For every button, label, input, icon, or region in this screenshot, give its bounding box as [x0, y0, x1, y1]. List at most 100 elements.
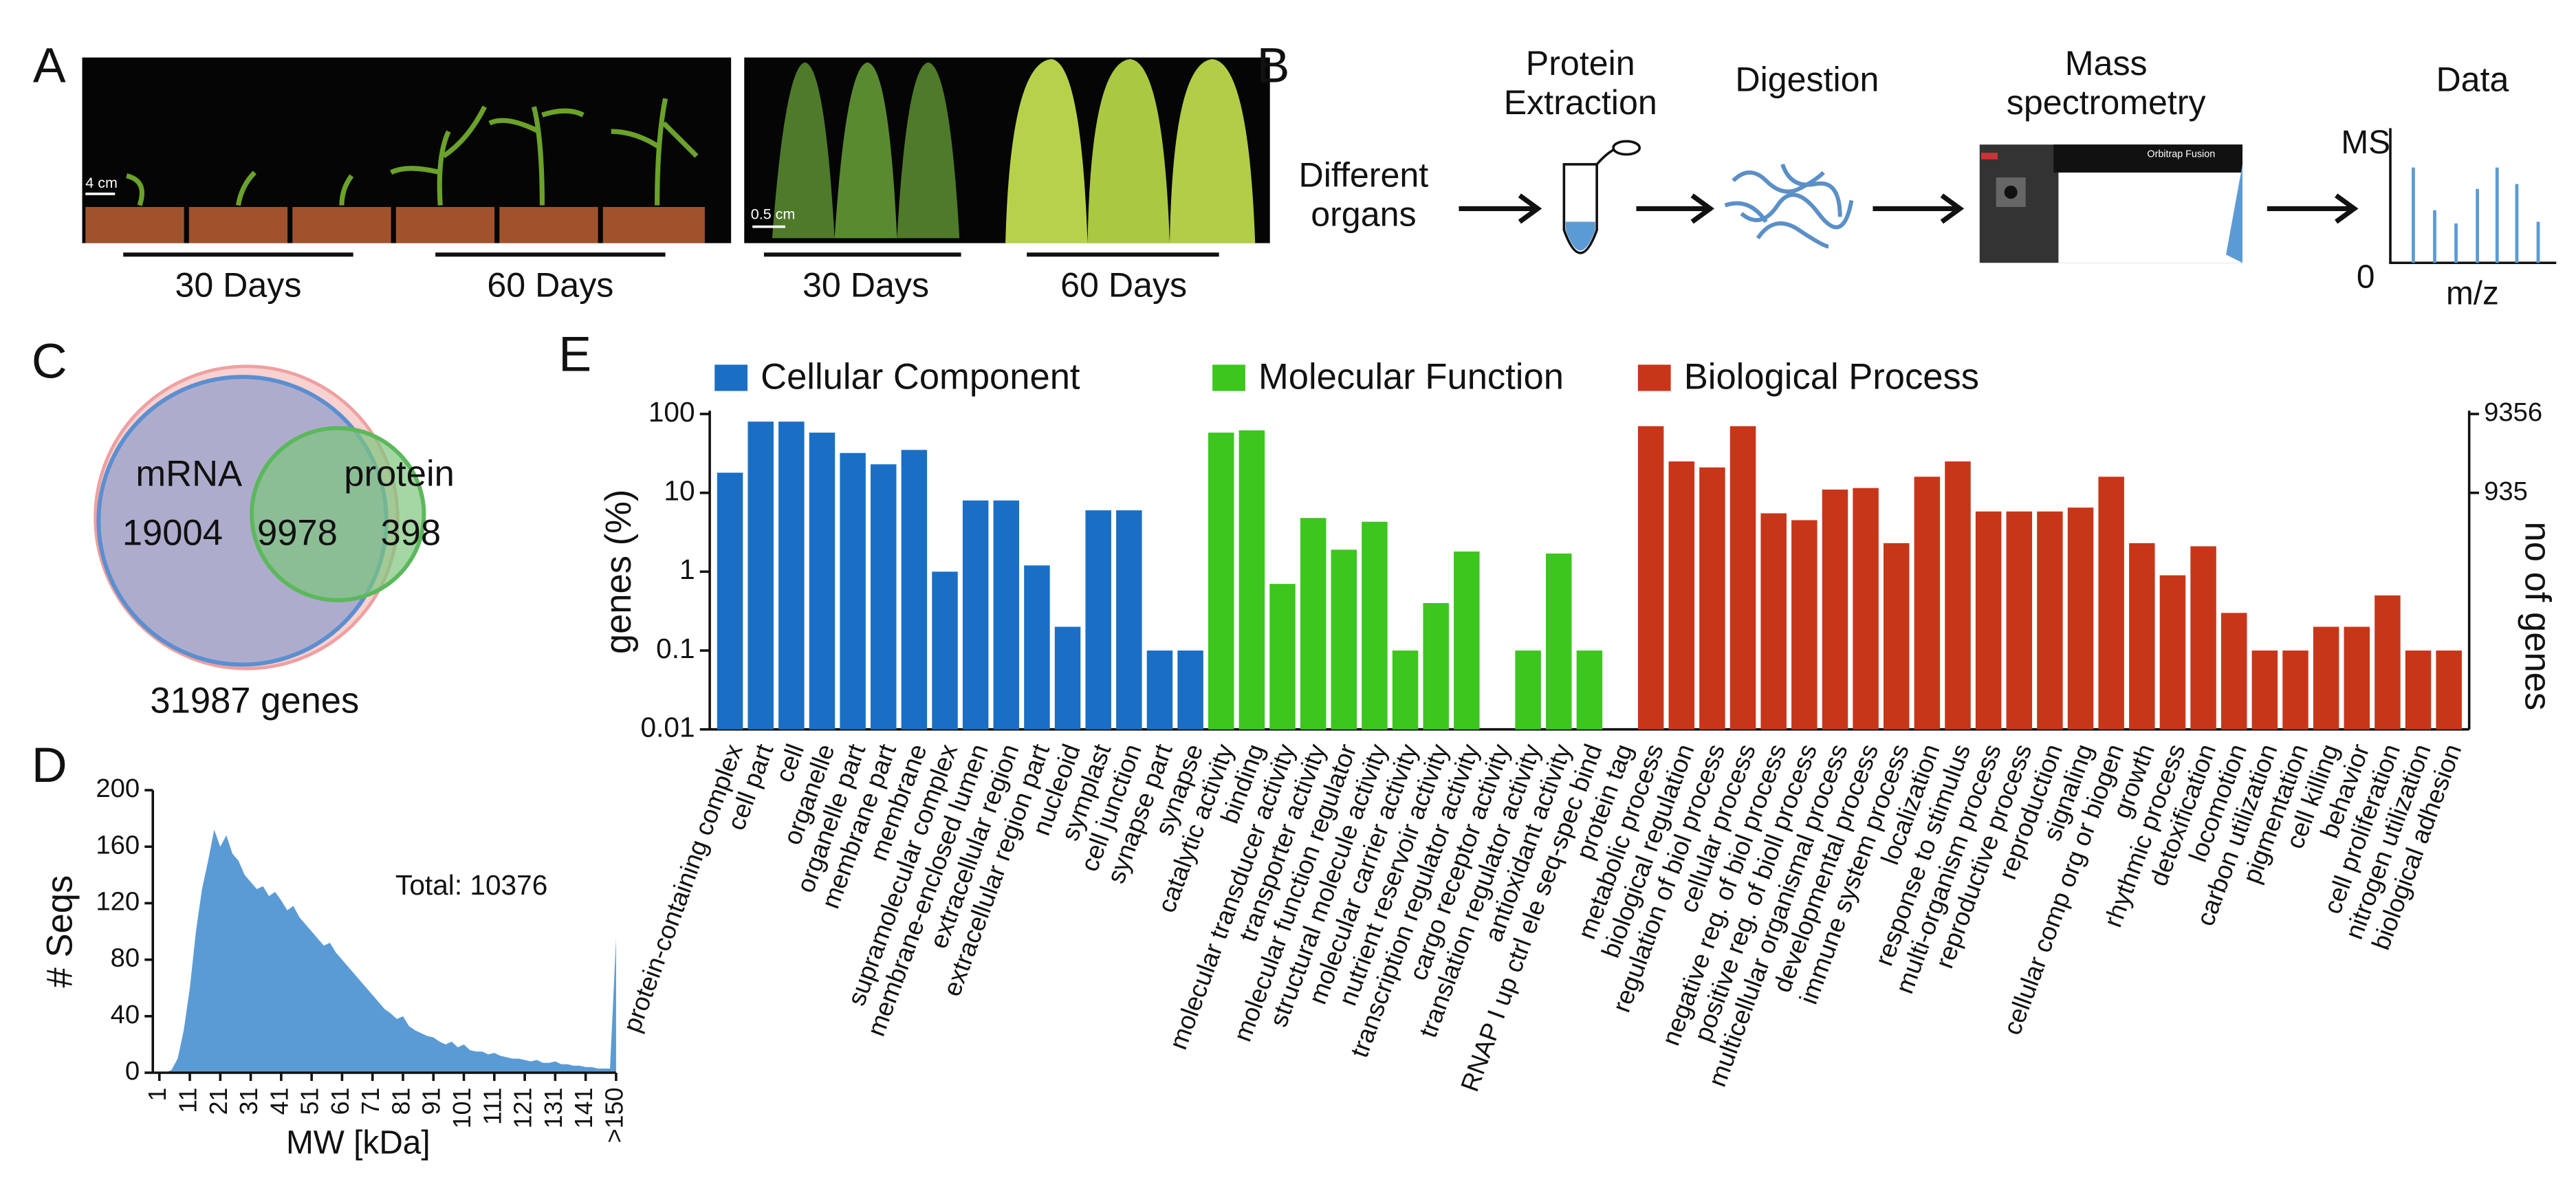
x-tick-label: 111 [479, 1087, 506, 1124]
ms-spectrum-icon [2389, 128, 2557, 265]
bar [1454, 551, 1480, 730]
bar [993, 500, 1020, 730]
bar [1853, 488, 1879, 730]
set-count: 398 [380, 513, 441, 554]
bar [1699, 467, 1725, 730]
legend-swatch [1637, 364, 1671, 391]
y2-tick-label: 935 [2484, 477, 2528, 506]
bar [2129, 543, 2155, 730]
bar [962, 500, 989, 730]
bar [1331, 549, 1357, 730]
panel-label: A [33, 38, 66, 93]
bar [2282, 651, 2308, 730]
y2-axis-label: no of genes [2517, 522, 2557, 711]
y-axis-label: genes (%) [598, 490, 639, 655]
leaves [772, 59, 1256, 243]
pots [85, 207, 705, 243]
age-label: 60 Days [487, 265, 613, 304]
bar [1392, 651, 1419, 730]
bar [2037, 511, 2063, 730]
bar [1576, 651, 1603, 730]
bar [1668, 461, 1695, 730]
ms-x-label: m/z [2446, 276, 2499, 312]
bar [932, 571, 958, 730]
tube-icon [1562, 140, 1641, 254]
bar [1914, 477, 1941, 730]
bar [1729, 426, 1756, 730]
histogram-area [159, 829, 616, 1073]
x-tick-label: >150 [600, 1087, 628, 1143]
legend-swatch [714, 364, 748, 391]
bar [2313, 626, 2339, 730]
bar [2251, 651, 2278, 730]
y-tick-label: 80 [111, 943, 140, 973]
step-label: Digestion [1735, 61, 1879, 99]
x-tick-label: 21 [205, 1087, 232, 1115]
y-tick-label: 10 [664, 474, 695, 506]
age-label: 30 Days [175, 265, 301, 304]
bar [1177, 651, 1203, 730]
bar [1362, 521, 1388, 730]
x-tick-label: protein-containing complex [617, 740, 748, 1036]
bar [1146, 651, 1173, 730]
bar [1883, 543, 1910, 730]
y-tick-label: 0 [125, 1056, 140, 1086]
bar [2344, 626, 2370, 730]
bar [2159, 575, 2186, 730]
step-label: Different [1299, 155, 1429, 194]
step-label: Extraction [1504, 83, 1657, 122]
seedlings [125, 98, 699, 206]
y-tick-label: 120 [96, 887, 140, 917]
step-label: Mass [2065, 44, 2148, 83]
age-label: 30 Days [803, 265, 929, 304]
panel-label: C [32, 334, 67, 389]
scale-label: 4 cm [85, 175, 118, 191]
bar [778, 422, 805, 730]
bar [1545, 553, 1572, 730]
bar [717, 472, 743, 730]
bar [747, 422, 774, 730]
x-tick-label: 141 [570, 1087, 598, 1128]
bar [809, 433, 836, 730]
x-tick-label: 11 [175, 1087, 202, 1113]
y-tick-label: 1 [679, 554, 695, 585]
bar [1760, 513, 1787, 730]
bar [1300, 518, 1327, 730]
step-label: Protein [1526, 44, 1635, 83]
arrows [1459, 193, 2359, 224]
bar [2098, 477, 2124, 730]
bar [1637, 426, 1664, 730]
x-tick-label: 41 [265, 1087, 293, 1115]
bar [2405, 651, 2432, 730]
y-tick-label: 100 [648, 396, 695, 428]
age-label: 60 Days [1060, 265, 1187, 304]
step-label: organs [1311, 195, 1416, 234]
bar [1423, 602, 1449, 730]
x-tick-label: 131 [540, 1087, 567, 1128]
y-tick-label: 0.01 [641, 711, 695, 743]
bar [1945, 461, 1971, 730]
panel-label: D [32, 738, 67, 793]
bar [1822, 489, 1848, 730]
legend-label: Cellular Component [761, 357, 1080, 397]
set-name: protein [344, 454, 455, 494]
scale-label: 0.5 cm [751, 206, 796, 223]
x-tick-label: 101 [448, 1087, 476, 1128]
bar [2190, 546, 2216, 730]
bar [901, 450, 928, 730]
ms-zero: 0 [2357, 259, 2375, 296]
bar [2006, 511, 2033, 730]
y-axis-label: # Seqs [40, 875, 80, 988]
legend-label: Biological Process [1684, 357, 1979, 397]
bar [1208, 433, 1234, 730]
bar [1024, 565, 1050, 730]
bar [2375, 595, 2401, 730]
legend-swatch [1212, 364, 1245, 391]
bar [840, 452, 866, 730]
panel-label: E [558, 327, 591, 382]
bar [1269, 584, 1296, 730]
legend-label: Molecular Function [1258, 357, 1564, 397]
x-tick-label: 51 [296, 1087, 324, 1115]
instrument-label: Orbitrap Fusion [2147, 149, 2215, 160]
bar [1791, 520, 1818, 730]
